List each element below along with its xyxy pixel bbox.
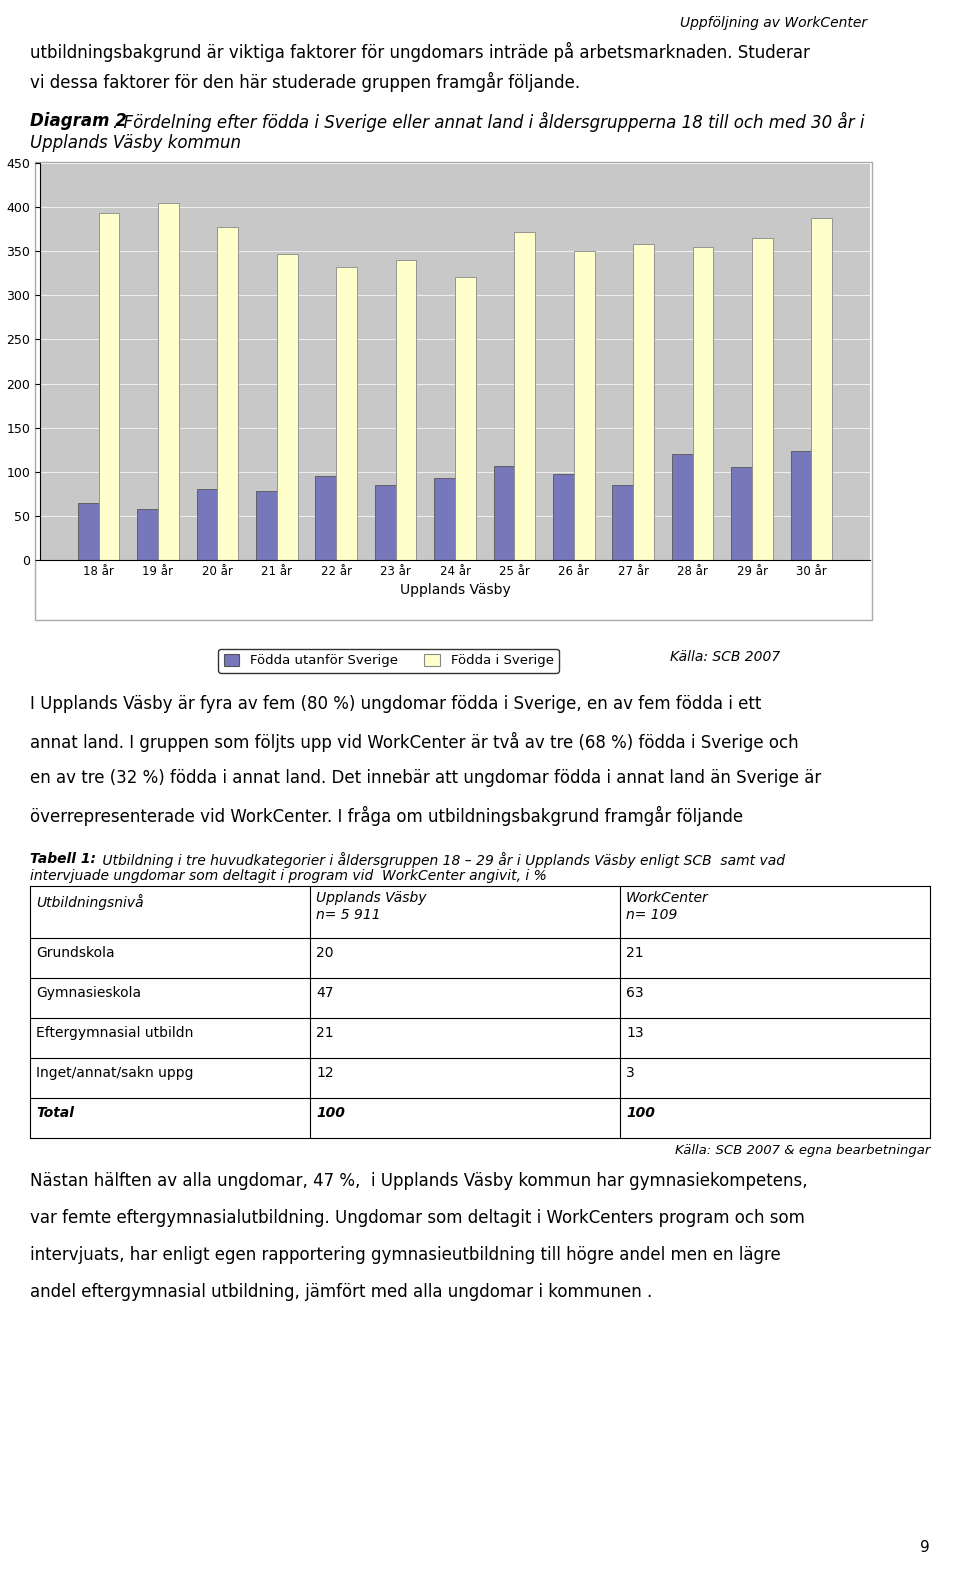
Bar [197,490,217,561]
Bar [217,227,238,561]
Text: vi dessa faktorer för den här studerade gruppen framgår följande.: vi dessa faktorer för den här studerade … [30,72,580,91]
Text: andel eftergymnasial utbildning, jämfört med alla ungdomar i kommunen .: andel eftergymnasial utbildning, jämfört… [30,1284,652,1301]
Bar [574,252,594,561]
Text: var femte eftergymnasialutbildning. Ungdomar som deltagit i WorkCenters program : var femte eftergymnasialutbildning. Ungd… [30,1210,804,1227]
Text: utbildningsbakgrund är viktiga faktorer för ungdomars inträde på arbetsmarknaden: utbildningsbakgrund är viktiga faktorer … [30,43,810,61]
Text: Nästan hälften av alla ungdomar, 47 %,  i Upplands Väsby kommun har gymnasiekomp: Nästan hälften av alla ungdomar, 47 %, i… [30,1172,807,1191]
Bar [99,213,119,561]
Text: . Fördelning efter födda i Sverige eller annat land i åldersgrupperna 18 till oc: . Fördelning efter födda i Sverige eller… [113,112,865,132]
Text: 100: 100 [626,1106,655,1120]
Text: en av tre (32 %) födda i annat land. Det innebär att ungdomar födda i annat land: en av tre (32 %) födda i annat land. Det… [30,769,821,788]
X-axis label: Upplands Väsby: Upplands Väsby [399,583,511,597]
Bar [732,468,752,561]
Bar [276,254,298,561]
Legend: Födda utanför Sverige, Födda i Sverige: Födda utanför Sverige, Födda i Sverige [218,649,559,673]
Text: Upplands Väsby: Upplands Väsby [316,891,426,906]
Text: Eftergymnasial utbildn: Eftergymnasial utbildn [36,1025,193,1040]
Bar [672,454,693,561]
Text: 63: 63 [626,986,643,1000]
Bar [693,247,713,561]
Text: Utbildning i tre huvudkategorier i åldersgruppen 18 – 29 år i Upplands Väsby enl: Utbildning i tre huvudkategorier i ålder… [98,852,785,868]
Bar [752,238,773,561]
Bar [158,203,179,561]
Bar [396,260,417,561]
Bar [811,217,832,561]
Text: Total: Total [36,1106,74,1120]
Bar [612,485,634,561]
Text: 12: 12 [316,1066,334,1080]
Text: Gymnasieskola: Gymnasieskola [36,986,141,1000]
Text: 9: 9 [921,1540,930,1555]
Text: 100: 100 [316,1106,345,1120]
Bar [374,485,396,561]
Bar [515,232,536,561]
Bar [35,162,872,621]
Text: n= 5 911: n= 5 911 [316,909,380,921]
Bar [316,476,336,561]
Text: 47: 47 [316,986,333,1000]
Text: Grundskola: Grundskola [36,947,114,961]
Bar [455,277,476,561]
Text: n= 109: n= 109 [626,909,678,921]
Bar [434,477,455,561]
Text: Källa: SCB 2007 & egna bearbetningar: Källa: SCB 2007 & egna bearbetningar [675,1143,930,1158]
Text: 21: 21 [626,947,643,961]
Text: Inget/annat/sakn uppg: Inget/annat/sakn uppg [36,1066,194,1080]
Text: I Upplands Väsby är fyra av fem (80 %) ungdomar födda i Sverige, en av fem födda: I Upplands Väsby är fyra av fem (80 %) u… [30,695,761,713]
Text: annat land. I gruppen som följts upp vid WorkCenter är två av tre (68 %) födda i: annat land. I gruppen som följts upp vid… [30,732,799,753]
Text: Tabell 1:: Tabell 1: [30,852,96,866]
Text: 13: 13 [626,1025,643,1040]
Bar [493,466,515,561]
Text: 3: 3 [626,1066,635,1080]
Text: Källa: SCB 2007: Källa: SCB 2007 [670,650,780,665]
Text: Diagram 2: Diagram 2 [30,112,127,131]
Bar [336,268,357,561]
Text: Utbildningsnivå: Utbildningsnivå [36,895,144,910]
Bar [78,502,99,561]
Text: 21: 21 [316,1025,334,1040]
Text: WorkCenter: WorkCenter [626,891,708,906]
Bar [256,491,276,561]
Text: Uppföljning av WorkCenter: Uppföljning av WorkCenter [680,16,867,30]
Text: 20: 20 [316,947,333,961]
Text: överrepresenterade vid WorkCenter. I fråga om utbildningsbakgrund framgår följan: överrepresenterade vid WorkCenter. I frå… [30,806,743,825]
Bar [791,450,811,561]
Bar [634,244,654,561]
Bar [137,509,158,561]
Bar [553,474,574,561]
Text: intervjuade ungdomar som deltagit i program vid  WorkCenter angivit, i %: intervjuade ungdomar som deltagit i prog… [30,869,547,884]
Text: Upplands Väsby kommun: Upplands Väsby kommun [30,134,241,153]
Text: intervjuats, har enligt egen rapportering gymnasieutbildning till högre andel me: intervjuats, har enligt egen rapporterin… [30,1246,780,1265]
